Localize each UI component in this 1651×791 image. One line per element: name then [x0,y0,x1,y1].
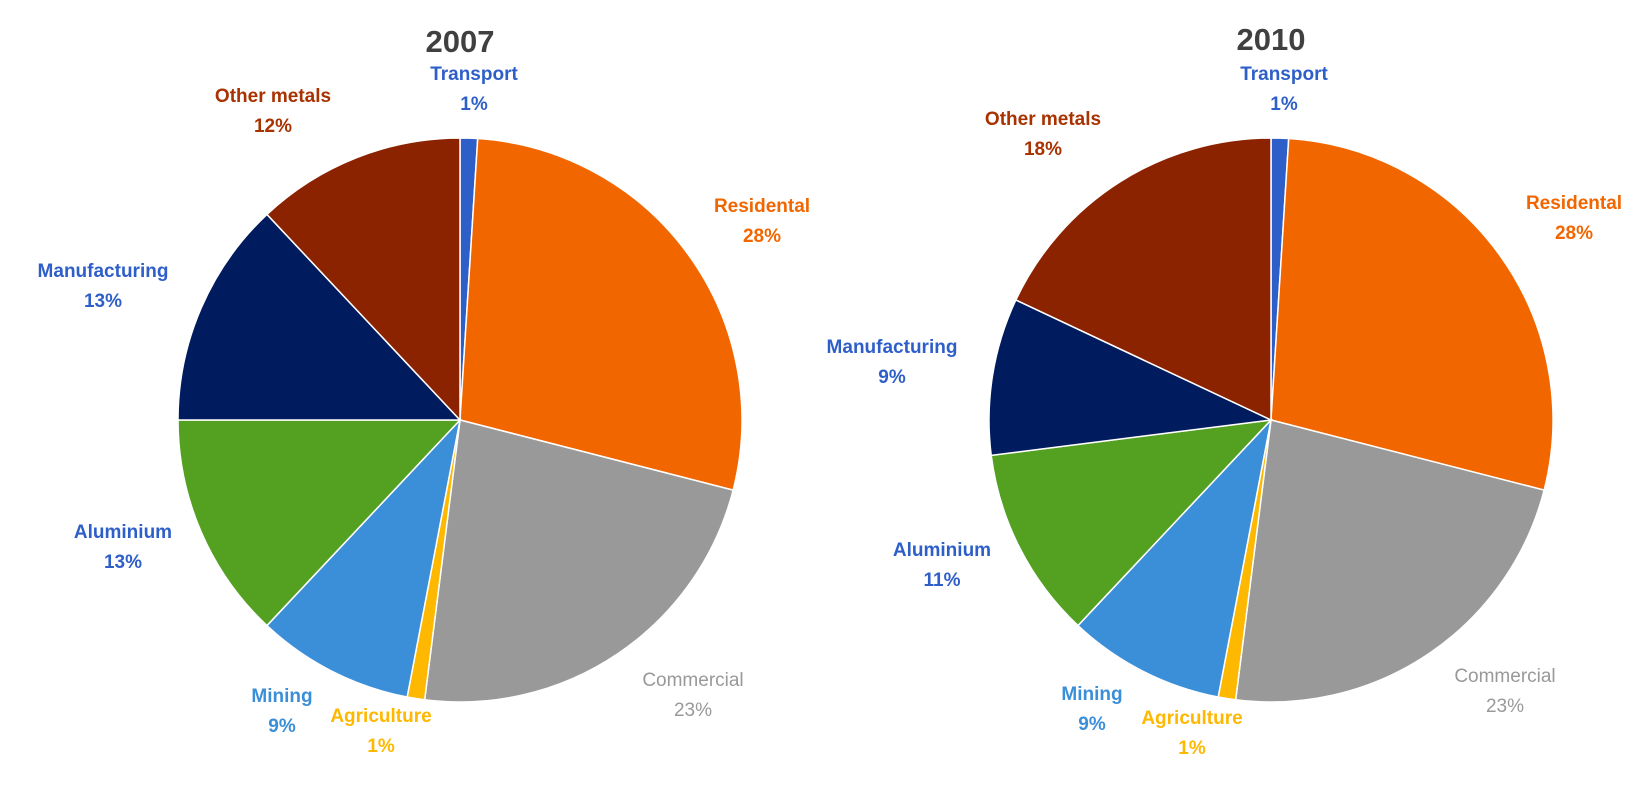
pie-slice-commercial [423,419,735,703]
slice-label-transport: Transport 1% [1240,64,1328,115]
slice-label-value: 1% [460,94,488,115]
slice-label-name: Other metals [215,86,331,107]
slice-label-manufacturing: Manufacturing 13% [38,261,169,312]
slice-label-value: 12% [254,116,292,137]
slice-label-other-metals: Other metals 12% [215,86,331,137]
slice-label-value: 9% [268,716,296,737]
slice-label-manufacturing: Manufacturing 9% [827,337,958,388]
slice-label-agriculture: Agriculture 1% [1141,708,1242,759]
slice-label-name: Agriculture [330,706,431,727]
slice-label-name: Aluminium [74,522,172,543]
slice-label-residental: Residental 28% [1526,193,1622,244]
slice-label-mining: Mining 9% [1061,684,1122,735]
pie-slice-manufacturing [177,213,462,421]
slice-label-name: Mining [251,686,312,707]
slice-label-value: 18% [1024,139,1062,160]
slice-label-other-metals: Other metals 18% [985,109,1101,160]
pie-slice-other-metals [1014,137,1272,422]
slice-label-commercial: Commercial 23% [642,670,743,721]
pie-slice-mining [1076,417,1273,698]
slice-label-value: 1% [367,736,395,757]
slice-label-value: 28% [743,226,781,247]
slice-label-name: Mining [1061,684,1122,705]
slice-label-value: 1% [1178,738,1206,759]
slice-label-value: 9% [1078,714,1106,735]
slice-label-value: 11% [924,570,961,591]
slice-label-aluminium: Aluminium 11% [893,540,991,591]
slice-label-name: Residental [714,196,810,217]
slice-label-name: Residental [1526,193,1622,214]
slice-label-mining: Mining 9% [251,686,312,737]
slice-label-name: Transport [430,64,518,85]
slice-label-value: 23% [1486,696,1524,717]
pie-chart-2007: 2007 Transport 1% Residental 28% Commercial 23… [38,24,810,757]
slice-label-agriculture: Agriculture 1% [330,706,431,757]
slice-label-value: 13% [84,291,122,312]
slice-label-value: 1% [1270,94,1298,115]
pie-slice-commercial [1234,419,1546,703]
slice-label-name: Manufacturing [38,261,169,282]
slice-label-residental: Residental 28% [714,196,810,247]
pie-slice-residental [1270,137,1554,492]
slice-label-name: Aluminium [893,540,991,561]
slice-label-value: 9% [878,367,906,388]
slice-label-value: 23% [674,700,712,721]
pie-slice-other-metals [265,137,461,422]
chart-title: 2007 [426,24,495,59]
chart-title: 2010 [1237,22,1306,57]
slice-label-name: Commercial [642,670,743,691]
slice-label-value: 13% [104,552,142,573]
pie-slice-mining [265,417,462,698]
slice-label-name: Commercial [1454,666,1555,687]
slice-label-name: Manufacturing [827,337,958,358]
pie-slice-aluminium [990,418,1273,627]
pie-slice-aluminium [177,419,462,627]
slice-label-transport: Transport 1% [430,64,518,115]
pie-chart-2010: 2010 Transport 1% Residental 28% Commercial 23… [827,22,1622,759]
slice-label-name: Transport [1240,64,1328,85]
slice-label-aluminium: Aluminium 13% [74,522,172,573]
pie-slice-manufacturing [988,298,1274,457]
pie-slice-residental [459,137,743,492]
slice-label-name: Agriculture [1141,708,1242,729]
slice-label-commercial: Commercial 23% [1454,666,1555,717]
slice-label-name: Other metals [985,109,1101,130]
slice-label-value: 28% [1555,223,1593,244]
